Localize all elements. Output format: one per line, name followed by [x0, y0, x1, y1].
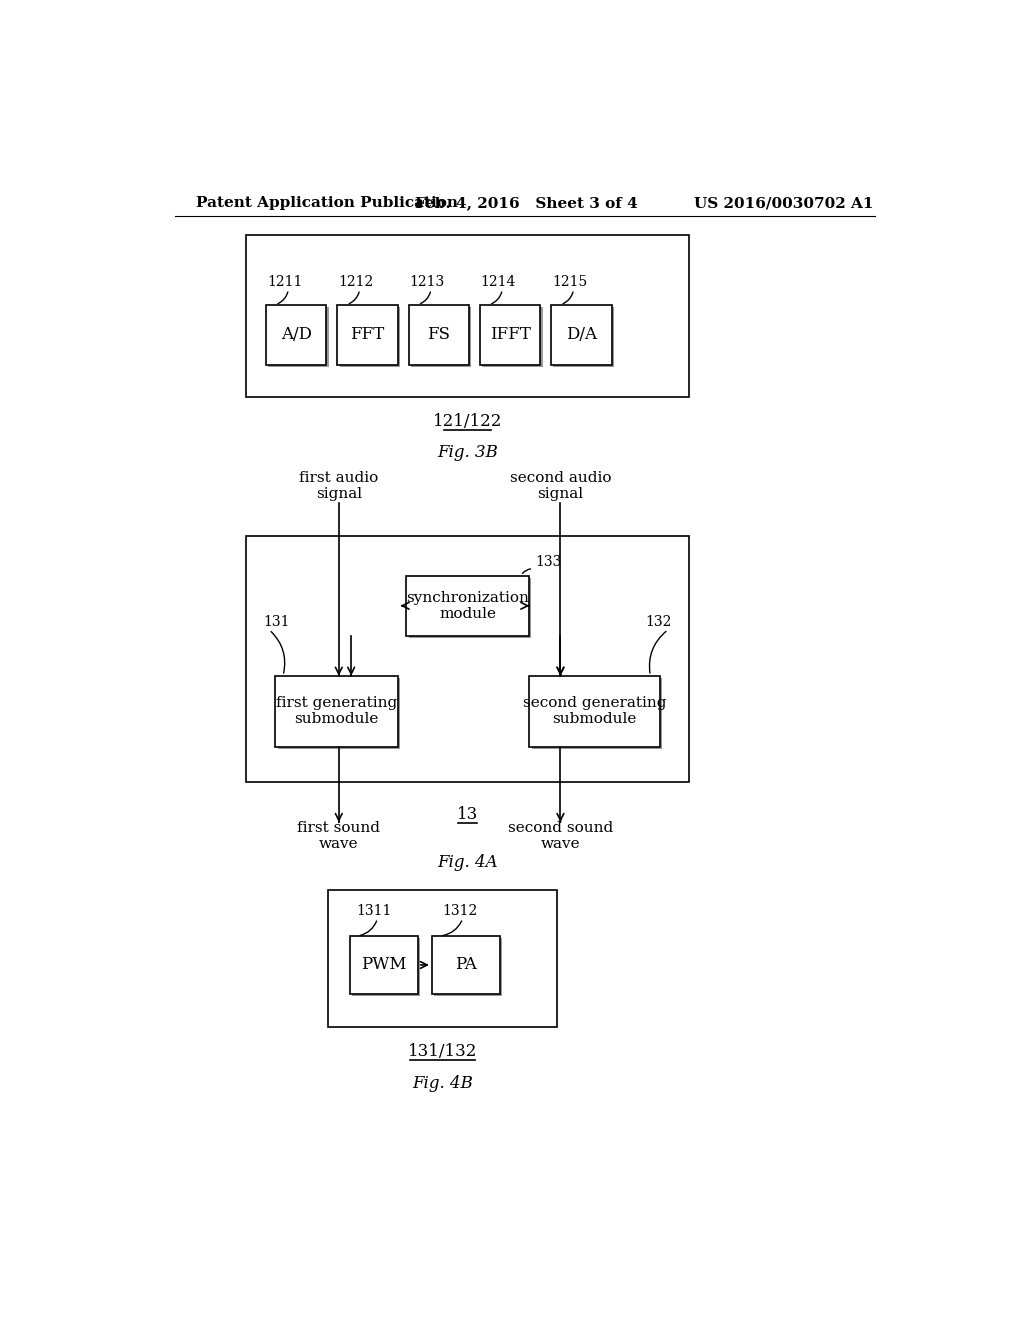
Text: Feb. 4, 2016   Sheet 3 of 4: Feb. 4, 2016 Sheet 3 of 4	[415, 197, 638, 210]
Text: 131: 131	[263, 615, 290, 628]
Text: US 2016/0030702 A1: US 2016/0030702 A1	[693, 197, 873, 210]
Text: Fig. 3B: Fig. 3B	[437, 444, 498, 461]
Bar	[531, 678, 662, 748]
Text: 131/132: 131/132	[408, 1043, 477, 1060]
Text: Patent Application Publication: Patent Application Publication	[197, 197, 458, 210]
Text: first generating
submodule: first generating submodule	[275, 696, 397, 726]
Bar	[411, 308, 471, 367]
Text: first sound
wave: first sound wave	[297, 821, 380, 851]
Text: A/D: A/D	[281, 326, 311, 343]
Bar	[409, 578, 531, 638]
Bar	[482, 308, 543, 367]
Text: synchronization
module: synchronization module	[406, 590, 528, 620]
Bar	[340, 308, 400, 367]
Bar	[352, 939, 420, 997]
Text: 13: 13	[457, 807, 478, 822]
Bar	[246, 536, 689, 781]
Bar	[554, 308, 614, 367]
Text: 132: 132	[646, 615, 672, 628]
Bar	[275, 676, 397, 747]
Bar	[246, 235, 689, 397]
Text: 1215: 1215	[552, 275, 588, 289]
Text: Fig. 4A: Fig. 4A	[437, 854, 498, 871]
Text: 1211: 1211	[267, 275, 302, 289]
Bar	[432, 936, 500, 994]
Bar	[480, 305, 541, 364]
Bar	[434, 939, 503, 997]
Bar	[266, 305, 327, 364]
Text: PWM: PWM	[361, 957, 407, 973]
Text: 121/122: 121/122	[433, 413, 502, 430]
Text: 1212: 1212	[338, 275, 374, 289]
Text: second generating
submodule: second generating submodule	[523, 696, 667, 726]
Bar	[278, 678, 400, 748]
Text: 1311: 1311	[356, 904, 392, 919]
Text: first audio
signal: first audio signal	[299, 471, 379, 502]
Bar	[268, 308, 329, 367]
Text: FS: FS	[427, 326, 451, 343]
Text: IFFT: IFFT	[489, 326, 530, 343]
Bar	[407, 576, 528, 636]
Bar	[409, 305, 469, 364]
Text: PA: PA	[455, 957, 477, 973]
Bar	[328, 890, 557, 1027]
Text: 133: 133	[535, 554, 561, 569]
Bar	[529, 676, 659, 747]
Text: second sound
wave: second sound wave	[508, 821, 613, 851]
Text: second audio
signal: second audio signal	[510, 471, 611, 502]
Text: Fig. 4B: Fig. 4B	[412, 1076, 473, 1093]
Text: 1214: 1214	[480, 275, 516, 289]
Bar	[337, 305, 397, 364]
Bar	[551, 305, 611, 364]
Text: 1312: 1312	[442, 904, 477, 919]
Text: 1213: 1213	[410, 275, 444, 289]
Text: FFT: FFT	[350, 326, 385, 343]
Bar	[349, 936, 418, 994]
Text: D/A: D/A	[566, 326, 597, 343]
